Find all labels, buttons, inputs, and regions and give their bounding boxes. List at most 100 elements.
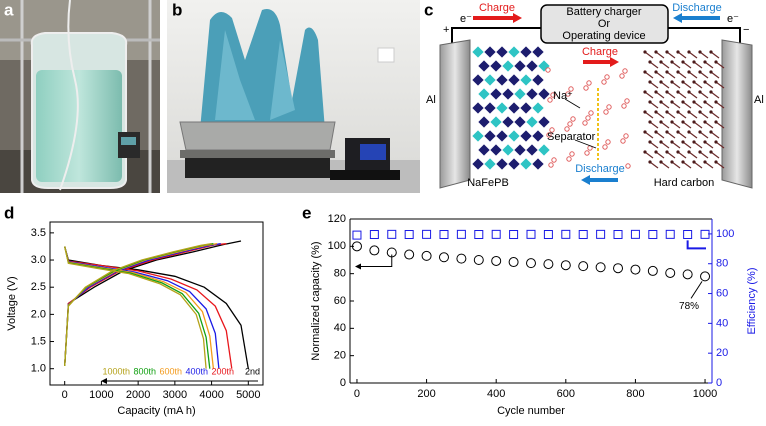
y-tick-label: 0 <box>340 377 346 389</box>
carbon-atom <box>659 140 663 144</box>
carbon-atom <box>692 60 696 64</box>
carbon-bond <box>644 131 654 139</box>
carbon-atom <box>654 70 658 74</box>
discharge-label: Discharge <box>575 163 625 175</box>
x-tick-label: 4000 <box>199 389 223 401</box>
carbon-atom <box>687 150 691 154</box>
crystal-unit <box>472 158 484 170</box>
carbon-atom <box>703 60 707 64</box>
carbon-atom <box>659 160 663 164</box>
carbon-bond <box>704 61 714 69</box>
carbon-bond <box>677 111 687 119</box>
anode-label: Hard carbon <box>654 177 715 189</box>
carbon-bond <box>710 111 720 119</box>
crystal-unit <box>502 88 514 100</box>
crystal-unit <box>478 88 490 100</box>
carbon-atom <box>654 50 658 54</box>
crystal-unit <box>496 46 508 58</box>
carbon-bond <box>666 131 676 139</box>
carbon-atom <box>709 130 713 134</box>
crystal-unit <box>526 88 538 100</box>
y2-tick-label: 40 <box>716 317 728 329</box>
efficiency-point <box>700 229 710 239</box>
efficiency-point <box>630 229 640 239</box>
crystal-unit <box>484 158 496 170</box>
carbon-atom <box>648 60 652 64</box>
x-axis-title: Capacity (mA h) <box>117 405 195 417</box>
carbon-bond <box>688 131 698 139</box>
capacity-point <box>647 265 658 276</box>
y2-tick-label: 20 <box>716 347 728 359</box>
x-tick-label: 0 <box>62 389 68 401</box>
carbon-bond <box>666 71 676 79</box>
carbon-atom <box>665 50 669 54</box>
carbon-bond <box>682 121 692 129</box>
carbon-bond <box>660 101 670 109</box>
x-tick-label: 200 <box>417 388 435 400</box>
carbon-bond <box>677 51 687 59</box>
carbon-bond <box>660 81 670 89</box>
carbon-bond <box>682 141 692 149</box>
carbon-atom <box>670 140 674 144</box>
carbon-bond <box>655 91 665 99</box>
carbon-bond <box>715 121 725 129</box>
carbon-bond <box>704 101 714 109</box>
al-label: Al <box>426 94 436 106</box>
carbon-atom <box>698 130 702 134</box>
photo-b <box>167 0 420 193</box>
panel-label: d <box>4 203 14 222</box>
crystal-unit <box>496 102 508 114</box>
carbon-bond <box>677 91 687 99</box>
carbon-bond <box>671 61 681 69</box>
carbon-atom <box>698 50 702 54</box>
ion <box>584 150 590 156</box>
carbon-bond <box>671 141 681 149</box>
capacity-curve <box>64 243 212 369</box>
carbon-atom <box>692 160 696 164</box>
carbon-atom <box>654 110 658 114</box>
carbon-atom <box>665 90 669 94</box>
ion <box>564 126 570 132</box>
carbon-bond <box>710 91 720 99</box>
carbon-atom <box>665 130 669 134</box>
ion <box>623 133 629 139</box>
annotation: 78% <box>679 301 699 312</box>
carbon-bond <box>693 121 703 129</box>
carbon-bond <box>682 101 692 109</box>
ion <box>621 103 627 109</box>
y2-tick-label: 0 <box>716 377 722 389</box>
carbon-bond <box>644 71 654 79</box>
ion <box>624 98 630 104</box>
capacity-point <box>630 264 641 275</box>
carbon-atom <box>654 90 658 94</box>
carbon-atom <box>648 120 652 124</box>
carbon-bond <box>704 121 714 129</box>
carbon-bond <box>671 101 681 109</box>
crystal-unit <box>472 46 484 58</box>
carbon-bond <box>666 151 676 159</box>
carbon-atom <box>670 160 674 164</box>
carbon-atom <box>709 50 713 54</box>
y-tick-label: 40 <box>334 322 346 334</box>
carbon-bond <box>666 51 676 59</box>
y-tick-label: 120 <box>328 213 346 225</box>
y-tick-label: 20 <box>334 350 346 362</box>
ion <box>545 67 551 73</box>
crystal-unit <box>532 102 544 114</box>
carbon-bond <box>666 91 676 99</box>
carbon-bond <box>671 161 681 169</box>
ion <box>619 73 625 79</box>
crystal-unit <box>520 46 532 58</box>
x-tick-label: 2000 <box>126 389 150 401</box>
carbon-atom <box>714 160 718 164</box>
ion <box>548 162 554 168</box>
crystal-unit <box>532 46 544 58</box>
al-label: Al <box>754 94 764 106</box>
crystal-unit <box>520 74 532 86</box>
crystal-unit <box>508 130 520 142</box>
carbon-bond <box>715 161 725 169</box>
crystal-unit <box>514 60 526 72</box>
carbon-atom <box>643 70 647 74</box>
carbon-atom <box>714 60 718 64</box>
carbon-atom <box>714 80 718 84</box>
